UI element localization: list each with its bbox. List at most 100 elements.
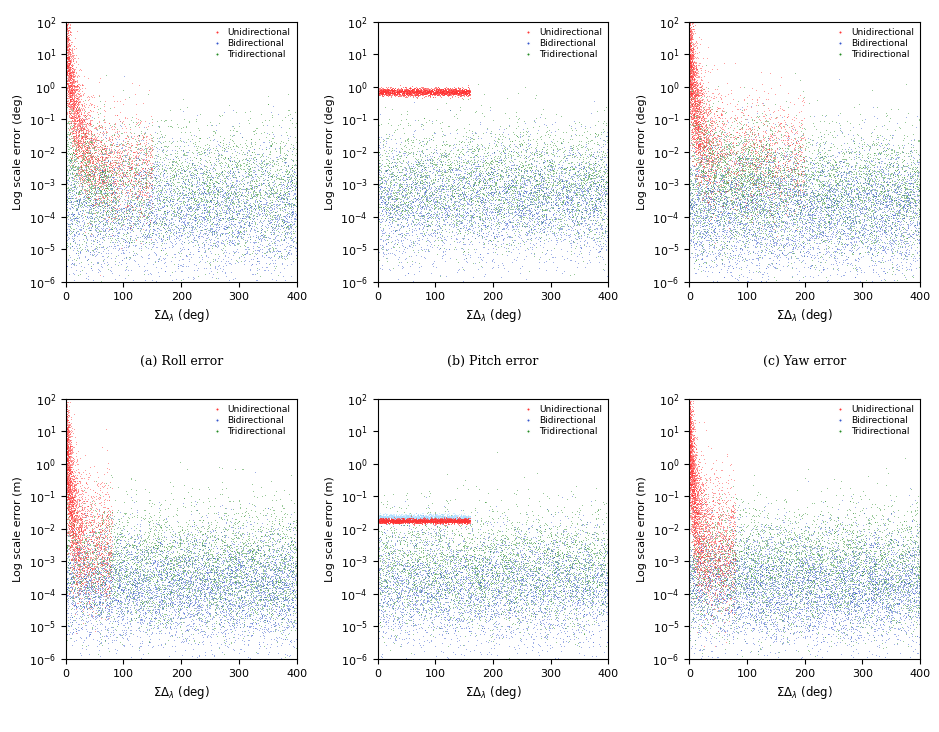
Point <box>440 567 455 578</box>
Point <box>795 271 810 283</box>
Point <box>722 543 737 555</box>
Point <box>131 561 146 572</box>
Point <box>63 495 78 507</box>
Point <box>689 105 704 117</box>
Point <box>568 534 583 546</box>
Point <box>102 595 117 607</box>
Point <box>895 229 910 241</box>
Point <box>499 556 514 568</box>
Point <box>66 529 81 540</box>
Point <box>244 269 259 280</box>
Point <box>853 549 868 561</box>
Point <box>75 79 90 91</box>
Point <box>258 208 273 220</box>
Point <box>908 608 923 619</box>
Point <box>396 596 411 608</box>
Point <box>162 174 177 186</box>
Point <box>875 182 890 194</box>
Point <box>595 585 610 597</box>
Point <box>573 613 588 624</box>
Point <box>114 539 129 551</box>
Point <box>819 567 834 579</box>
Point <box>394 84 409 96</box>
Point <box>83 569 98 581</box>
Point <box>136 550 151 561</box>
Point <box>420 567 435 579</box>
Point <box>846 163 861 175</box>
Point <box>373 86 388 97</box>
Point <box>528 204 543 216</box>
Point <box>753 576 768 588</box>
Point <box>835 212 850 223</box>
Point <box>477 143 492 155</box>
Point <box>435 508 450 520</box>
Point <box>230 560 245 572</box>
Point <box>156 205 171 217</box>
Point <box>865 566 880 578</box>
Point <box>851 593 866 605</box>
Point <box>109 94 124 106</box>
Point <box>588 202 603 214</box>
Point <box>500 595 515 607</box>
Point <box>751 182 766 193</box>
Point <box>77 501 92 512</box>
Point <box>139 210 154 222</box>
Point <box>217 144 232 156</box>
Point <box>408 177 423 189</box>
Point <box>74 132 89 143</box>
Point <box>98 225 113 237</box>
Point <box>584 536 599 548</box>
Point <box>177 576 192 588</box>
Point <box>59 511 74 523</box>
Point <box>490 569 505 581</box>
Point <box>382 88 397 100</box>
Point <box>376 224 391 236</box>
Point <box>907 212 922 223</box>
Point <box>761 497 776 509</box>
Point <box>504 610 519 621</box>
Point <box>813 195 828 206</box>
Point <box>707 616 722 628</box>
Point <box>380 513 395 525</box>
Point <box>59 41 74 53</box>
Point <box>384 170 399 182</box>
Point <box>415 218 430 230</box>
Point <box>115 613 130 624</box>
Point <box>745 220 760 231</box>
Point <box>698 504 713 516</box>
Point <box>532 577 547 589</box>
Point <box>885 606 900 618</box>
Point <box>389 518 404 529</box>
Point <box>410 214 425 226</box>
Point <box>578 171 593 183</box>
Point <box>710 195 725 206</box>
Point <box>778 565 793 577</box>
Point <box>281 227 296 239</box>
Point <box>443 515 458 527</box>
Point <box>511 160 526 172</box>
Point <box>773 550 788 561</box>
Point <box>814 180 829 192</box>
Point <box>767 556 782 568</box>
Point <box>459 84 474 96</box>
Point <box>684 444 699 455</box>
Point <box>149 574 164 586</box>
Point <box>104 606 119 618</box>
Point <box>376 610 391 622</box>
Point <box>64 84 79 96</box>
Point <box>833 169 848 181</box>
Point <box>210 564 225 576</box>
Point <box>64 61 79 72</box>
Point <box>891 624 906 635</box>
Point <box>899 209 914 221</box>
Point <box>784 532 799 544</box>
Point <box>204 628 219 640</box>
Point <box>400 204 415 216</box>
Point <box>429 515 444 527</box>
Point <box>436 515 451 526</box>
Point <box>503 630 518 642</box>
Point <box>277 578 292 589</box>
Point <box>439 89 454 100</box>
Point <box>61 548 76 560</box>
Point <box>532 552 547 564</box>
